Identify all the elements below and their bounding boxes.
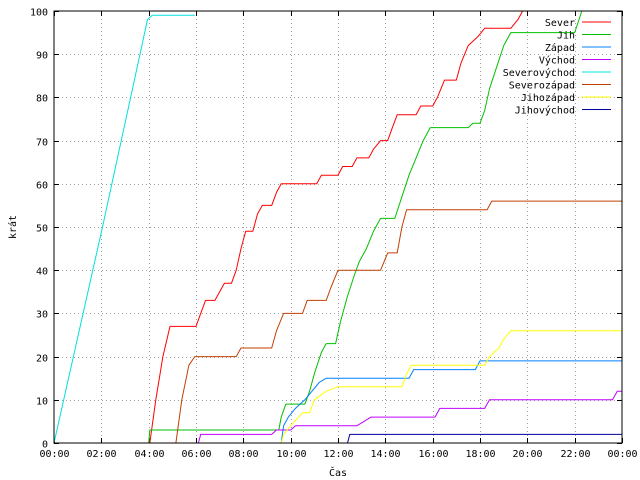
legend-label-3: Západ <box>545 42 575 54</box>
series-line-4 <box>54 390 622 444</box>
series-line-5 <box>53 14 195 444</box>
x-tick-label: 08:00 <box>228 449 258 460</box>
x-tick-label: 02:00 <box>86 449 116 460</box>
grid <box>54 11 622 443</box>
x-tick-label: 22:00 <box>560 449 590 460</box>
x-tick-label: 00:00 <box>607 449 637 460</box>
legend-label-6: Severozápad <box>509 80 575 92</box>
x-tick-label: 04:00 <box>134 449 164 460</box>
plot-frame <box>53 10 623 444</box>
series-line-1 <box>54 10 524 444</box>
y-tick-label: 0 <box>42 440 48 451</box>
y-tick-label: 100 <box>30 8 48 19</box>
legend-label-2: Jih <box>557 31 575 42</box>
x-tick-label: 20:00 <box>512 449 542 460</box>
y-tick-label: 20 <box>36 354 48 365</box>
x-tick-label: 16:00 <box>418 449 448 460</box>
series-line-3 <box>54 360 622 444</box>
x-axis-label: Čas <box>329 466 347 479</box>
legend-label-4: Východ <box>539 55 575 67</box>
legend-label-7: Jihozápad <box>521 92 575 104</box>
series-line-2 <box>54 10 583 444</box>
x-tick-label: 12:00 <box>323 449 353 460</box>
x-tick-label: 00:00 <box>39 449 69 460</box>
series-line-7 <box>54 330 622 444</box>
y-tick-label: 70 <box>36 138 48 149</box>
y-tick-label: 60 <box>36 181 48 192</box>
tick-labels: 00:00 02:00 04:00 06:00 08:00 10:00 12:00 14:00… <box>30 8 638 461</box>
x-tick-label: 18:00 <box>465 449 495 460</box>
legend-label-5: Severovýchod <box>503 67 575 79</box>
series-line-6 <box>54 200 622 444</box>
legend-label-8: Jihovýchod <box>515 105 575 117</box>
y-tick-label: 30 <box>36 310 48 321</box>
x-tick-label: 06:00 <box>181 449 211 460</box>
y-tick-label: 40 <box>36 267 48 278</box>
y-axis-label: krát <box>7 215 19 239</box>
legend-label-1: Sever <box>545 18 575 29</box>
y-tick-label: 10 <box>36 397 48 408</box>
x-tick-label: 14:00 <box>370 449 400 460</box>
plot-lines <box>53 10 622 444</box>
legend: Sever JihZápadVýchodSeverovýchodSeverozáp… <box>503 18 611 117</box>
y-tick-label: 50 <box>36 224 48 235</box>
y-tick-label: 90 <box>36 51 48 62</box>
y-tick-label: 80 <box>36 94 48 105</box>
x-tick-label: 10:00 <box>276 449 306 460</box>
